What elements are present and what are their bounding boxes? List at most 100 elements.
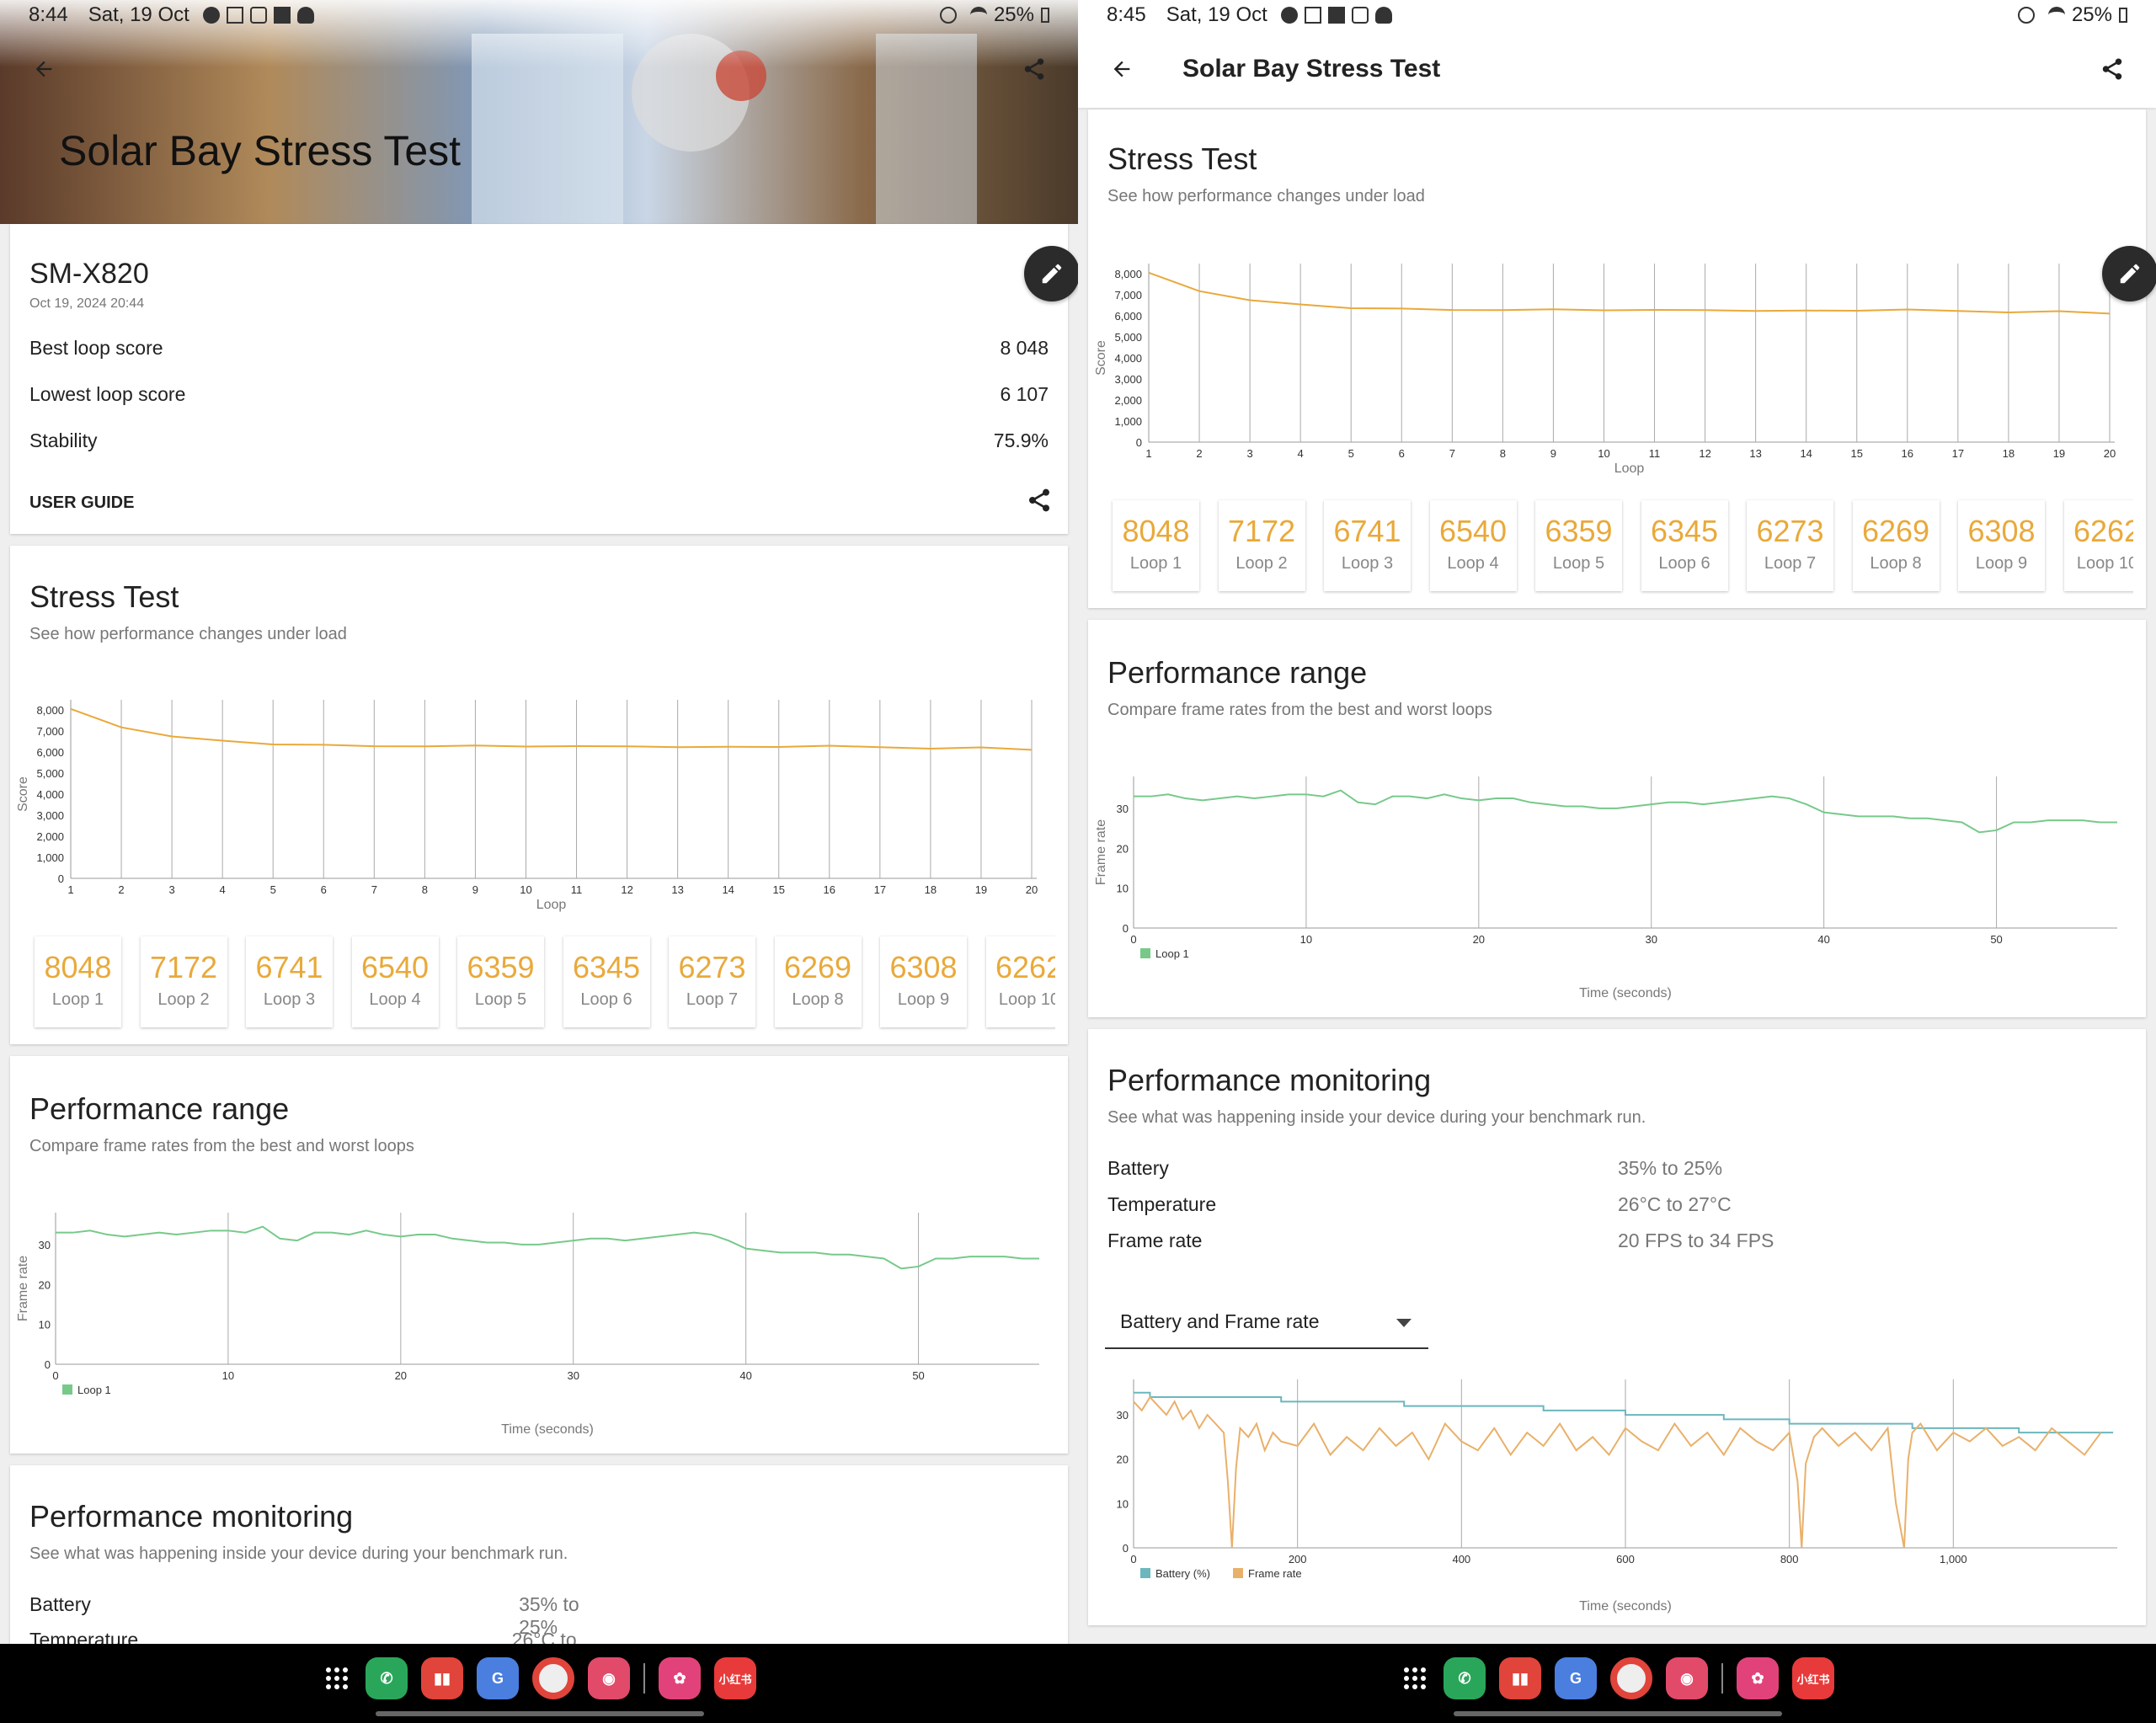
share-button[interactable] bbox=[1011, 45, 1058, 93]
x-tick-label: 4 bbox=[1298, 447, 1304, 460]
lowest-loop-value: 6 107 bbox=[1000, 383, 1049, 405]
y-tick-label: 5,000 bbox=[36, 767, 64, 780]
loop-score-value: 6359 bbox=[1545, 514, 1613, 548]
card-share-button[interactable] bbox=[1026, 487, 1053, 518]
chrome-app-icon[interactable] bbox=[1610, 1657, 1652, 1699]
x-tick-label: 2 bbox=[118, 883, 124, 896]
loop-score-tile[interactable]: 6540 Loop 4 bbox=[1429, 500, 1517, 591]
loop-score-tile[interactable]: 7172 Loop 2 bbox=[1218, 500, 1305, 591]
xiaohongshu-app-icon[interactable]: 小红书 bbox=[714, 1657, 756, 1699]
screen-recorder-app-icon[interactable]: ◉ bbox=[1666, 1657, 1708, 1699]
section-subtitle: See how performance changes under load bbox=[1107, 187, 1425, 205]
taskbar-right: ✆ ▮▮ G ◉ ✿ 小红书 bbox=[1078, 1644, 2156, 1723]
loop-score-tile[interactable]: 6262 Loop 10 bbox=[2063, 500, 2133, 591]
loop-score-tile[interactable]: 6262 Loop 10 bbox=[985, 936, 1055, 1027]
x-tick-label: 0 bbox=[52, 1369, 58, 1382]
loop-score-value: 6741 bbox=[255, 950, 323, 984]
translate-app-icon[interactable]: G bbox=[1555, 1657, 1597, 1699]
edit-button[interactable] bbox=[2102, 246, 2156, 301]
y-axis-title: Score bbox=[1094, 340, 1108, 376]
loop-score-label: Loop 2 bbox=[157, 990, 210, 1009]
translate-app-icon[interactable]: G bbox=[477, 1657, 519, 1699]
apps-grid-icon[interactable] bbox=[1400, 1663, 1430, 1694]
loop-score-label: Loop 8 bbox=[1870, 554, 1922, 573]
x-tick-label: 5 bbox=[1348, 447, 1354, 460]
frame-rate-range-chart: 0 10 20 30 40 50 0 10 20 30 Frame rate Loop 1 Time (… bbox=[16, 1213, 1039, 1437]
voice-recorder-app-icon[interactable]: ▮▮ bbox=[421, 1657, 463, 1699]
loop-score-tile[interactable]: 6359 Loop 5 bbox=[457, 936, 544, 1027]
x-tick-label: 0 bbox=[1130, 933, 1136, 946]
back-button[interactable] bbox=[1098, 45, 1145, 93]
x-tick-label: 20 bbox=[2104, 447, 2116, 460]
loop-score-tile[interactable]: 6269 Loop 8 bbox=[1852, 500, 1940, 591]
loop-score-tile[interactable]: 6741 Loop 3 bbox=[1324, 500, 1411, 591]
loop-score-tile[interactable]: 8048 Loop 1 bbox=[1113, 500, 1199, 591]
taskbar-left: ✆ ▮▮ G ◉ ✿ 小红书 bbox=[0, 1644, 1078, 1723]
loop-score-label: Loop 5 bbox=[474, 990, 527, 1009]
x-tick-label: 200 bbox=[1289, 1553, 1307, 1566]
loop-score-value: 8048 bbox=[44, 950, 112, 984]
loop-score-tile[interactable]: 6273 Loop 7 bbox=[1747, 500, 1833, 591]
loop-score-list[interactable]: 8048 Loop 1 7172 Loop 2 6741 Loop 3 6540 Loop 4… bbox=[1107, 497, 2133, 598]
galaxy-store-app-icon[interactable]: ✿ bbox=[1737, 1657, 1779, 1699]
loop-score-tile[interactable]: 6308 Loop 9 bbox=[880, 936, 967, 1027]
y-tick-label: 8,000 bbox=[1114, 268, 1142, 280]
phone-app-icon[interactable]: ✆ bbox=[366, 1657, 408, 1699]
account-icon bbox=[1280, 7, 1298, 24]
loop-score-tile[interactable]: 6269 Loop 8 bbox=[774, 936, 862, 1027]
chart-metric-dropdown[interactable]: Battery and Frame rate bbox=[1105, 1295, 1428, 1349]
x-tick-label: 400 bbox=[1452, 1553, 1470, 1566]
apps-grid-icon[interactable] bbox=[322, 1663, 352, 1694]
phone-app-icon[interactable]: ✆ bbox=[1444, 1657, 1486, 1699]
chrome-app-icon[interactable] bbox=[532, 1657, 574, 1699]
y-axis-title: Frame rate bbox=[1094, 819, 1108, 885]
loop-score-list[interactable]: 8048 Loop 1 7172 Loop 2 6741 Loop 3 6540 Loop 4… bbox=[29, 933, 1055, 1034]
loop-score-tile[interactable]: 6345 Loop 6 bbox=[1641, 500, 1728, 591]
monitor-value: 35% to 25% bbox=[519, 1593, 579, 1638]
result-datetime: Oct 19, 2024 20:44 bbox=[29, 296, 145, 311]
loop-score-tile[interactable]: 6540 Loop 4 bbox=[351, 936, 439, 1027]
x-tick-label: 20 bbox=[395, 1369, 407, 1382]
x-tick-label: 6 bbox=[1399, 447, 1405, 460]
user-guide-link[interactable]: USER GUIDE bbox=[29, 493, 135, 512]
back-button[interactable] bbox=[20, 45, 67, 93]
loop-score-value: 8048 bbox=[1122, 514, 1190, 548]
performance-monitoring-card: Performance monitoring See what was happ… bbox=[1088, 1029, 2146, 1625]
loop-score-label: Loop 9 bbox=[897, 990, 950, 1009]
screen-recorder-app-icon[interactable]: ◉ bbox=[588, 1657, 630, 1699]
x-tick-label: 12 bbox=[1699, 447, 1710, 460]
loop-score-value: 6359 bbox=[467, 950, 535, 984]
loop-score-value: 6273 bbox=[1756, 514, 1824, 548]
x-axis-title: Time (seconds) bbox=[1579, 1599, 1672, 1614]
loop-score-tile[interactable]: 6308 Loop 9 bbox=[1958, 500, 2045, 591]
x-tick-label: 40 bbox=[1817, 933, 1829, 946]
cloud-icon bbox=[1374, 7, 1392, 24]
galaxy-store-app-icon[interactable]: ✿ bbox=[659, 1657, 701, 1699]
frame-rate-series-line bbox=[56, 1225, 1039, 1270]
loop-score-tile[interactable]: 6359 Loop 5 bbox=[1535, 500, 1622, 591]
status-date: Sat, 19 Oct bbox=[88, 3, 189, 26]
edit-button[interactable] bbox=[1024, 246, 1078, 301]
loop-score-tile[interactable]: 7172 Loop 2 bbox=[140, 936, 227, 1027]
loop-score-tile[interactable]: 8048 Loop 1 bbox=[35, 936, 121, 1027]
share-button[interactable] bbox=[2089, 45, 2136, 93]
hero-banner bbox=[0, 0, 1078, 224]
x-tick-label: 800 bbox=[1780, 1553, 1799, 1566]
section-subtitle: Compare frame rates from the best and wo… bbox=[1107, 701, 1492, 719]
loop-score-tile[interactable]: 6273 Loop 7 bbox=[669, 936, 755, 1027]
loop-score-tile[interactable]: 6345 Loop 6 bbox=[563, 936, 650, 1027]
x-tick-label: 2 bbox=[1196, 447, 1202, 460]
loop-score-value: 6345 bbox=[572, 950, 641, 984]
monitor-label: Frame rate bbox=[1107, 1230, 1203, 1251]
y-tick-label: 0 bbox=[45, 1358, 51, 1371]
x-tick-label: 20 bbox=[1473, 933, 1485, 946]
gmail-icon bbox=[1304, 7, 1321, 24]
loop-score-tile[interactable]: 6741 Loop 3 bbox=[246, 936, 333, 1027]
battery-icon bbox=[1041, 8, 1049, 23]
y-tick-label: 0 bbox=[1123, 1542, 1129, 1555]
x-tick-label: 14 bbox=[722, 883, 734, 896]
voice-recorder-app-icon[interactable]: ▮▮ bbox=[1499, 1657, 1541, 1699]
y-tick-label: 30 bbox=[1117, 803, 1129, 815]
xiaohongshu-app-icon[interactable]: 小红书 bbox=[1792, 1657, 1834, 1699]
y-tick-label: 0 bbox=[1123, 922, 1129, 935]
